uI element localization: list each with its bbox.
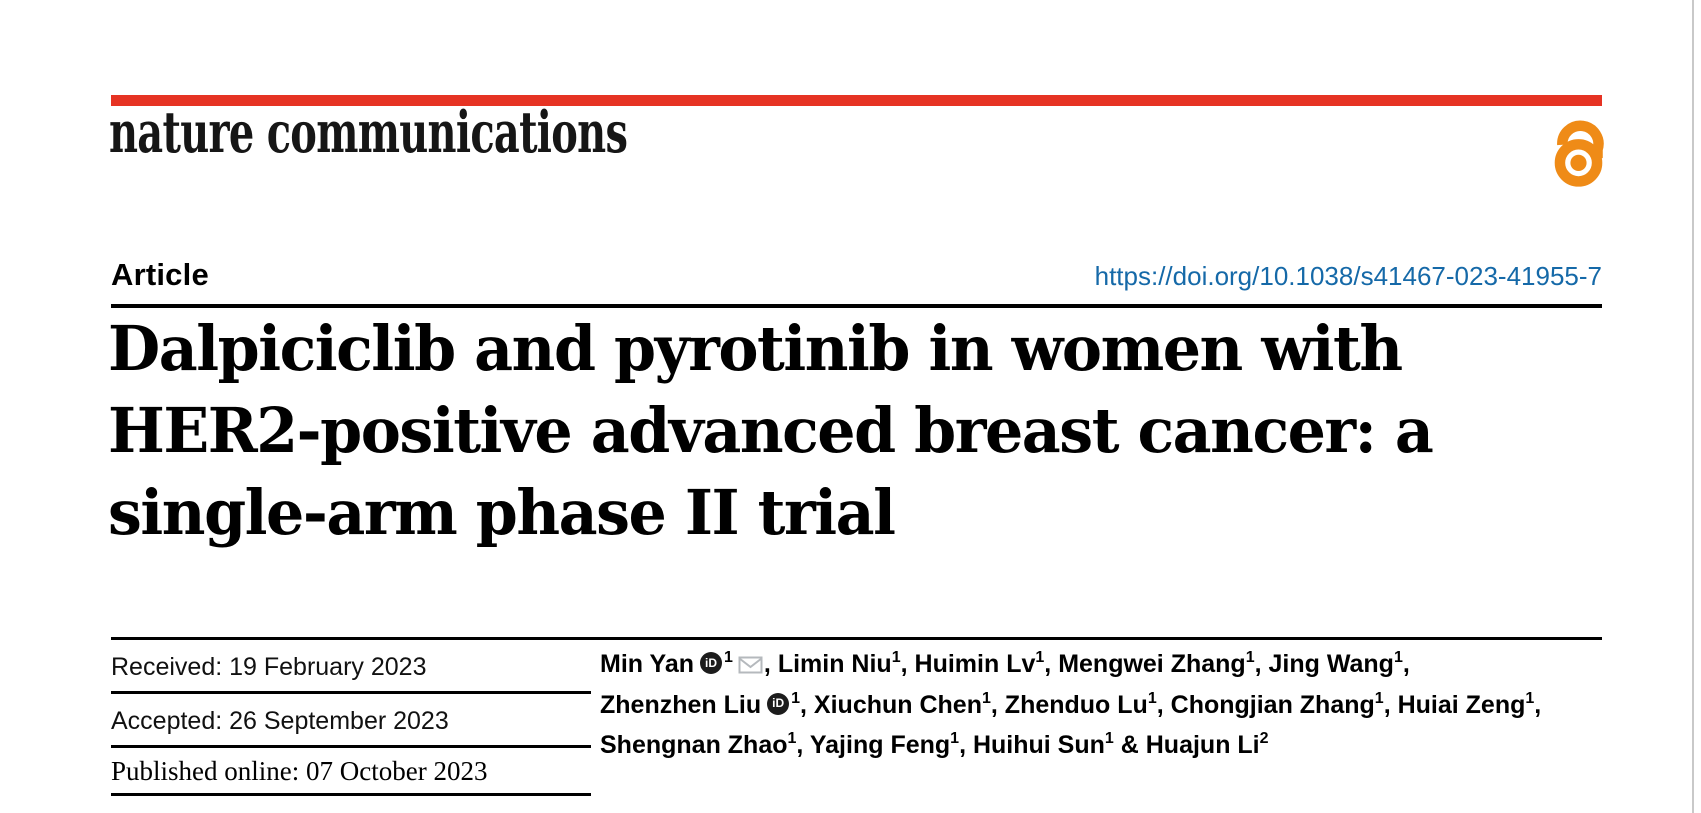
author-name: Mengwei Zhang (1058, 650, 1246, 678)
paper-title: Dalpiciclib and pyrotinib in women with … (108, 308, 1544, 554)
title-line-2: HER2-positive advanced breast cancer: a (108, 394, 1434, 467)
published-date: Published online: 07 October 2023 (111, 748, 591, 796)
author-name: Huihui Sun (972, 731, 1105, 759)
doi-row: https://doi.org/10.1038/s41467-023-41955… (111, 261, 1602, 292)
author-separator: , (763, 650, 778, 678)
author-name: Zhenduo Lu (1004, 690, 1148, 719)
section-divider-rule (111, 637, 1602, 640)
orcid-icon[interactable]: iD (767, 692, 790, 715)
author-name: Shengnan Zhao (600, 731, 788, 759)
author-separator: , (796, 731, 810, 759)
author-name: Huiai Zeng (1397, 690, 1526, 719)
author-list: Min Yan iD 1, Limin Niu1, Huimin Lv1, Meng… (600, 646, 1600, 768)
author-line: Shengnan Zhao1, Yajing Feng1, Huihui Sun… (600, 727, 1600, 768)
author-separator: , (1044, 650, 1059, 678)
affiliation-superscript: 1 (1245, 649, 1255, 666)
accepted-date: Accepted: 26 September 2023 (111, 694, 591, 748)
affiliation-superscript: 1 (891, 649, 901, 666)
affiliation-superscript: 1 (981, 689, 991, 707)
title-line-3: single-arm phase II trial (108, 476, 896, 549)
article-rule (111, 304, 1602, 308)
affiliation-superscript: 1 (1374, 689, 1384, 707)
author-separator: , (1254, 650, 1269, 678)
author-name: Xiuchun Chen (813, 690, 982, 719)
affiliation-superscript: 1 (787, 730, 797, 747)
author-name: Jing Wang (1268, 650, 1394, 678)
author-separator: & (1113, 731, 1146, 759)
affiliation-superscript: 1 (1393, 649, 1403, 666)
author-name: Yajing Feng (809, 731, 951, 759)
article-type-label: Article (111, 257, 209, 292)
author-line: Zhenzhen Liu iD 1, Xiuchun Chen1, Zhenduo … (600, 687, 1600, 728)
affiliation-superscript: 1 (1147, 689, 1157, 707)
corresponding-author-email-icon[interactable] (738, 648, 763, 686)
author-name: Zhenzhen Liu (600, 690, 762, 719)
author-name: Chongjian Zhang (1170, 690, 1375, 719)
author-separator: , (800, 690, 814, 719)
author-name: Huimin Lv (914, 650, 1036, 678)
received-date: Received: 19 February 2023 (111, 640, 591, 694)
orcid-icon[interactable]: iD (700, 652, 723, 675)
author-name: Huajun Li (1145, 731, 1260, 759)
affiliation-superscript: 2 (1259, 730, 1269, 747)
open-access-lock-icon (1549, 111, 1608, 190)
author-name: Limin Niu (777, 650, 892, 678)
article-history: Received: 19 February 2023 Accepted: 26 … (111, 640, 591, 796)
author-separator: , (1534, 690, 1542, 719)
author-separator: , (1156, 690, 1171, 719)
journal-accent-bar (111, 95, 1602, 106)
author-separator: , (900, 650, 915, 678)
doi-link[interactable]: https://doi.org/10.1038/s41467-023-41955… (1094, 261, 1602, 291)
affiliation-superscript: 1 (1525, 689, 1535, 707)
author-separator: , (990, 690, 1005, 719)
author-line: Min Yan iD 1, Limin Niu1, Huimin Lv1, Meng… (600, 646, 1600, 687)
journal-logo: nature communications (109, 99, 628, 166)
affiliation-superscript: 1 (1035, 649, 1045, 666)
affiliation-superscript: 1 (724, 649, 733, 666)
affiliation-superscript: 1 (791, 689, 801, 707)
author-name: Min Yan (600, 650, 695, 678)
viewer-page-edge (1692, 0, 1694, 813)
author-separator: , (1383, 690, 1398, 719)
title-line-1: Dalpiciclib and pyrotinib in women with (108, 312, 1403, 385)
affiliation-superscript: 1 (1104, 730, 1114, 747)
author-separator: , (1402, 650, 1410, 678)
author-separator: , (959, 731, 973, 759)
affiliation-superscript: 1 (950, 730, 960, 747)
